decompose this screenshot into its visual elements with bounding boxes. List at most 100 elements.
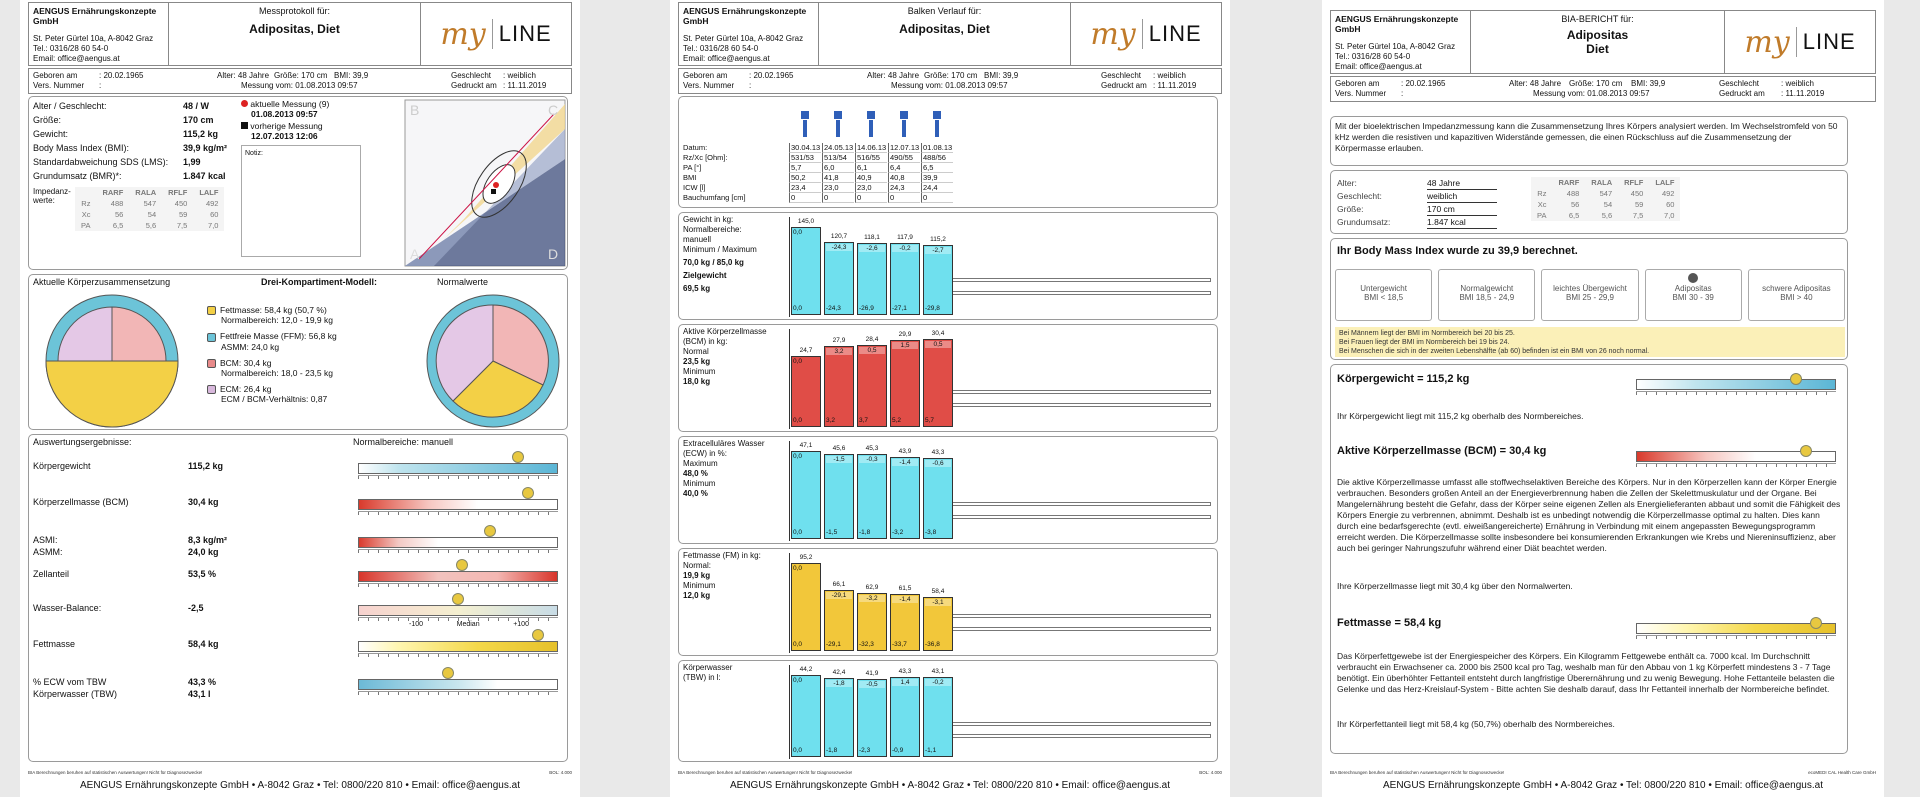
- result-value: 24,0 kg: [188, 547, 219, 557]
- result-value: 30,4 kg: [188, 497, 219, 507]
- vitals-value: 1.847 kcal: [183, 171, 226, 181]
- patient-name: Adipositas, Diet: [249, 22, 340, 36]
- disclaimer-left: BIA Berechnungen beruhen auf statistisch…: [678, 770, 853, 775]
- history-bar: [923, 458, 953, 539]
- result-scale: [358, 641, 558, 652]
- result-value: 58,4 kg: [188, 639, 219, 649]
- section-label-line: Minimum: [683, 479, 716, 488]
- result-label: Fettmasse: [33, 639, 76, 649]
- history-section: Fettmasse (FM) in kg: Normal: 19,9 kg Minim…: [678, 548, 1218, 656]
- history-section: Aktive Körperzellmasse (BCM) in kg: Normal…: [678, 324, 1218, 432]
- section-label-line: 23,5 kg: [683, 357, 711, 366]
- company-email: Email: office@aengus.at: [33, 54, 120, 63]
- vers-label: Vers. Nummer: [683, 81, 735, 90]
- bmi-category-card: Untergewicht BMI < 18,5: [1335, 269, 1433, 321]
- vitals-key: Grundumsatz (BMR)*:: [33, 171, 122, 181]
- bcm-title: Aktive Körperzellmasse (BCM) = 30,4 kg: [1337, 445, 1547, 457]
- bar-diff-value: 1,5: [892, 342, 918, 350]
- history-label: Rz/Xc [Ohm]:: [683, 153, 728, 162]
- legend-line: ECM: 26,4 kg: [220, 383, 272, 394]
- bmi-category-card: leichtes Übergewicht BMI 25 - 29,9: [1541, 269, 1639, 321]
- imp-head: RFLF: [1624, 178, 1644, 187]
- bar-diff-value: -1,8: [826, 680, 852, 688]
- imp-head: RFLF: [168, 188, 188, 197]
- vitals-key: Body Mass Index (BMI):: [33, 143, 130, 153]
- result-label: ASMM:: [33, 547, 63, 557]
- history-bar: [890, 676, 920, 757]
- patient-first: Adipositas: [1566, 28, 1629, 42]
- bar-first-value: 0,0: [793, 565, 803, 572]
- history-cell: 41,8: [822, 173, 854, 183]
- history-cell: 12.07.13: [888, 143, 920, 153]
- geboren-label: Geboren am: [1335, 79, 1380, 88]
- bar-bottom-value: 0,0: [793, 641, 803, 648]
- logo: my LINE: [421, 3, 571, 65]
- fact-key: Grundumsatz:: [1337, 217, 1391, 227]
- patient-info: Geboren am : 20.02.1965 Vers. Nummer : A…: [1330, 76, 1876, 102]
- imp-cell: 450: [174, 199, 188, 208]
- company-tel: Tel.: 0316/28 60 54-0: [683, 44, 759, 53]
- company-email: Email: office@aengus.at: [683, 54, 770, 63]
- bcm-text: Die aktive Körperzellmasse umfasst alle …: [1337, 477, 1841, 553]
- bar-bottom-value: -1,5: [826, 529, 838, 536]
- result-scale: [358, 537, 558, 548]
- history-bar: [791, 563, 821, 651]
- page-balken-verlauf: AENGUS Ernährungskonzepte GmbH St. Peter…: [670, 0, 1230, 797]
- history-bar: [857, 454, 887, 539]
- company-block: AENGUS Ernährungskonzepte GmbH St. Peter…: [679, 3, 819, 65]
- reference-line: [949, 402, 1211, 407]
- vitals-value: 1,99: [183, 157, 201, 167]
- title-block: Balken Verlauf für: Adipositas, Diet: [819, 3, 1071, 65]
- geschlecht-value: : weiblich: [503, 71, 536, 80]
- scale-tick-row: [1636, 391, 1836, 395]
- weight-title: Körpergewicht = 115,2 kg: [1337, 373, 1470, 385]
- details-box: Körpergewicht = 115,2 kg Ihr Körpergewic…: [1330, 364, 1848, 754]
- geschlecht-value: : weiblich: [1153, 71, 1186, 80]
- result-row: % ECW vom TBW 43,3 % Körperwasser (TBW) 43,…: [33, 667, 563, 703]
- history-section: Extracelluläres Wasser (ECW) in %: Maximum…: [678, 436, 1218, 544]
- bar-top-value: 43,3: [898, 667, 912, 675]
- geboren-value: : 20.02.1965: [99, 71, 144, 80]
- current-date: 01.08.2013 09:57: [251, 109, 318, 119]
- bar-bottom-value: 0,0: [793, 747, 803, 754]
- fact-key: Größe:: [1337, 204, 1364, 214]
- history-bar: [890, 456, 920, 539]
- result-label: % ECW vom TBW: [33, 677, 107, 687]
- result-row: Wasser-Balance: -2,5: [33, 593, 563, 629]
- imp-cell: 450: [1630, 189, 1644, 198]
- history-cell: 40,8: [888, 173, 920, 183]
- results-title: Auswertungsergebnisse:: [33, 437, 132, 447]
- bar-top-value: 41,9: [865, 670, 879, 678]
- company-tel: Tel.: 0316/28 60 54-0: [33, 44, 109, 53]
- bar-top-value: 43,1: [931, 668, 945, 676]
- history-bar: [857, 592, 887, 651]
- bmi: BMI: 39,9: [334, 71, 369, 80]
- vitals-row: Body Mass Index (BMI): 39,9 kg/m²: [33, 141, 238, 155]
- bar-bottom-value: -29,8: [925, 305, 940, 312]
- vitals-value: 48 / W: [183, 101, 210, 111]
- bar-bottom-value: 3,2: [826, 417, 836, 424]
- history-bar: [824, 453, 854, 539]
- geschlecht-label: Geschlecht: [1101, 71, 1142, 80]
- section-label-line: manuell: [683, 235, 712, 244]
- bmi-category-title: Adipositas: [1674, 284, 1712, 293]
- normal-title: Normalbereiche: manuell: [353, 437, 454, 447]
- section-label-line: (ECW) in %:: [683, 449, 727, 458]
- company-address: St. Peter Gürtel 10a, A-8042 Graz: [1335, 42, 1456, 51]
- history-cell: 0: [888, 193, 920, 203]
- scale-tick-row: [358, 549, 558, 553]
- footer: AENGUS Ernährungskonzepte GmbH • A-8042 …: [730, 780, 1170, 791]
- history-label: BMI: [683, 173, 697, 182]
- bar-top-value: 95,2: [799, 554, 813, 561]
- reference-line: [949, 734, 1211, 739]
- history-bar: [791, 227, 821, 315]
- history-bar: [890, 340, 920, 427]
- imp-cell: 60: [1666, 200, 1675, 209]
- fact-row: Alter: 48 Jahre: [1337, 177, 1507, 190]
- bar-diff-value: -0,5: [859, 681, 885, 689]
- intro-box: Mit der bioelektrischen Impedanzmessung …: [1330, 116, 1848, 166]
- imp-cell: 7,5: [176, 221, 188, 230]
- result-value: 53,5 %: [188, 569, 217, 579]
- axis-line: [789, 217, 790, 317]
- history-bar: [824, 241, 854, 315]
